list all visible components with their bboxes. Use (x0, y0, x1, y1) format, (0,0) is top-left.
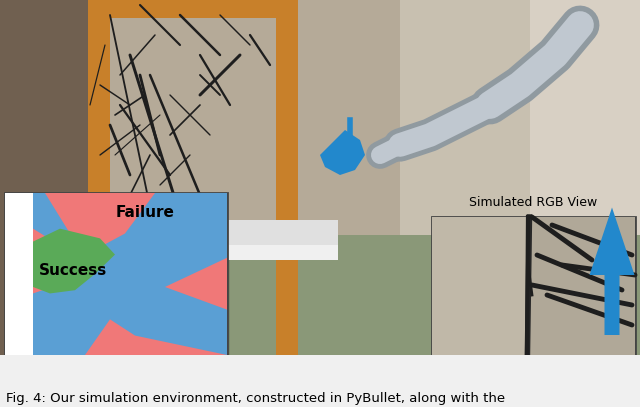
Text: Fig. 4: Our simulation environment, constructed in PyBullet, along with the: Fig. 4: Our simulation environment, cons… (6, 392, 506, 405)
Bar (230, 235, 640, 355)
Bar (88, 0, 298, 18)
Bar (5, 193, 33, 355)
Bar (400, 0, 640, 355)
Bar (85, 0, 465, 275)
Text: Success: Success (39, 263, 107, 278)
Bar (5, 193, 227, 355)
Bar (529, 217, 635, 355)
Bar (88, 0, 110, 260)
Bar (33, 193, 227, 355)
Polygon shape (33, 229, 115, 293)
Text: Failure: Failure (116, 205, 175, 220)
Text: Simulated RGB View: Simulated RGB View (469, 196, 598, 209)
Bar (276, 0, 298, 355)
Bar (88, 232, 298, 260)
FancyArrow shape (589, 208, 634, 335)
Bar (0, 245, 640, 355)
Bar (0, 0, 90, 355)
Bar (432, 217, 529, 355)
Bar (88, 220, 338, 260)
Bar (432, 217, 635, 355)
Bar (88, 245, 338, 260)
Polygon shape (33, 193, 227, 355)
Polygon shape (320, 130, 365, 175)
Bar (530, 0, 640, 305)
